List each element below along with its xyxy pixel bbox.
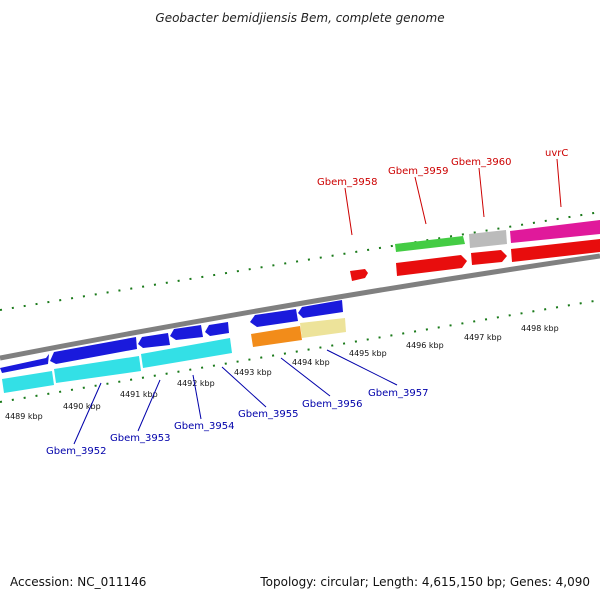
gene-label-gbem-3952: Gbem_3952 xyxy=(46,446,106,457)
feature-gbem-3952-blue xyxy=(0,354,49,373)
forward-gene-labels: Gbem_3958 Gbem_3959 Gbem_3960 uvrC xyxy=(317,148,568,236)
feature-gbem-3952-cyan xyxy=(2,371,54,393)
feature-gbem-3960-red xyxy=(471,250,507,265)
leader-line xyxy=(137,379,161,432)
feature-gbem-3957-blue xyxy=(298,300,343,318)
tick-label: 4495 kbp xyxy=(349,349,387,358)
outer-dotted-ticks xyxy=(0,211,600,311)
tick-label: 4492 kbp xyxy=(177,379,215,388)
leader-line xyxy=(326,349,398,386)
feature-uvrc-magenta xyxy=(510,220,600,243)
gene-label-gbem-3957: Gbem_3957 xyxy=(368,388,428,399)
feature-gbem-3954-cyan xyxy=(141,338,232,368)
gene-label-gbem-3958: Gbem_3958 xyxy=(317,177,377,188)
leader-line xyxy=(344,187,353,236)
gene-label-gbem-3960: Gbem_3960 xyxy=(451,157,511,168)
feature-gbem-3954-blue xyxy=(138,333,170,348)
feature-uvrc-red xyxy=(511,239,600,262)
tick-label: 4497 kbp xyxy=(464,333,502,342)
feature-gbem-3959-red xyxy=(396,255,467,276)
tick-label: 4490 kbp xyxy=(63,402,101,411)
leader-line xyxy=(192,374,202,420)
leader-line xyxy=(414,176,427,225)
gene-label-gbem-3956: Gbem_3956 xyxy=(302,399,362,410)
tick-label: 4489 kbp xyxy=(5,412,43,421)
feature-gbem-3959-green xyxy=(395,236,465,252)
feature-gbem-3953-blue xyxy=(50,337,137,364)
feature-gbem-3955-blue-b xyxy=(205,322,229,336)
leader-line xyxy=(221,366,267,408)
feature-gbem-3957-khaki xyxy=(300,318,346,338)
gene-label-uvrc: uvrC xyxy=(545,148,568,159)
tick-labels: 4489 kbp 4490 kbp 4491 kbp 4492 kbp 4493… xyxy=(5,324,559,421)
tick-label: 4493 kbp xyxy=(234,368,272,377)
feature-gbem-3958 xyxy=(350,269,368,281)
leader-line xyxy=(556,158,562,208)
genome-summary-text: Topology: circular; Length: 4,615,150 bp… xyxy=(259,575,590,589)
leader-line xyxy=(73,382,102,445)
leader-line xyxy=(280,357,331,397)
tick-label: 4496 kbp xyxy=(406,341,444,350)
feature-gbem-3953-cyan xyxy=(54,356,141,383)
chromosome-backbone xyxy=(0,253,600,361)
feature-gbem-3960-gray xyxy=(469,230,507,248)
accession-text: Accession: NC_011146 xyxy=(10,575,146,589)
tick-label: 4494 kbp xyxy=(292,358,330,367)
feature-gbem-3955-blue-a xyxy=(170,325,203,340)
gene-label-gbem-3954: Gbem_3954 xyxy=(174,421,234,432)
leader-line xyxy=(478,167,485,218)
gene-label-gbem-3959: Gbem_3959 xyxy=(388,166,448,177)
tick-label: 4491 kbp xyxy=(120,390,158,399)
gene-label-gbem-3955: Gbem_3955 xyxy=(238,409,298,420)
feature-gbem-3956-blue xyxy=(250,309,298,327)
outer-tick-track xyxy=(0,211,600,311)
reverse-gene-labels: Gbem_3952 Gbem_3953 Gbem_3954 Gbem_3955 … xyxy=(46,349,428,457)
reverse-features xyxy=(0,300,346,393)
gene-label-gbem-3953: Gbem_3953 xyxy=(110,433,170,444)
tick-label: 4498 kbp xyxy=(521,324,559,333)
forward-features xyxy=(350,220,600,281)
backbone xyxy=(0,253,600,361)
map-title: Geobacter bemidjiensis Bem, complete gen… xyxy=(155,11,444,25)
feature-gbem-3956-orange xyxy=(251,326,302,347)
